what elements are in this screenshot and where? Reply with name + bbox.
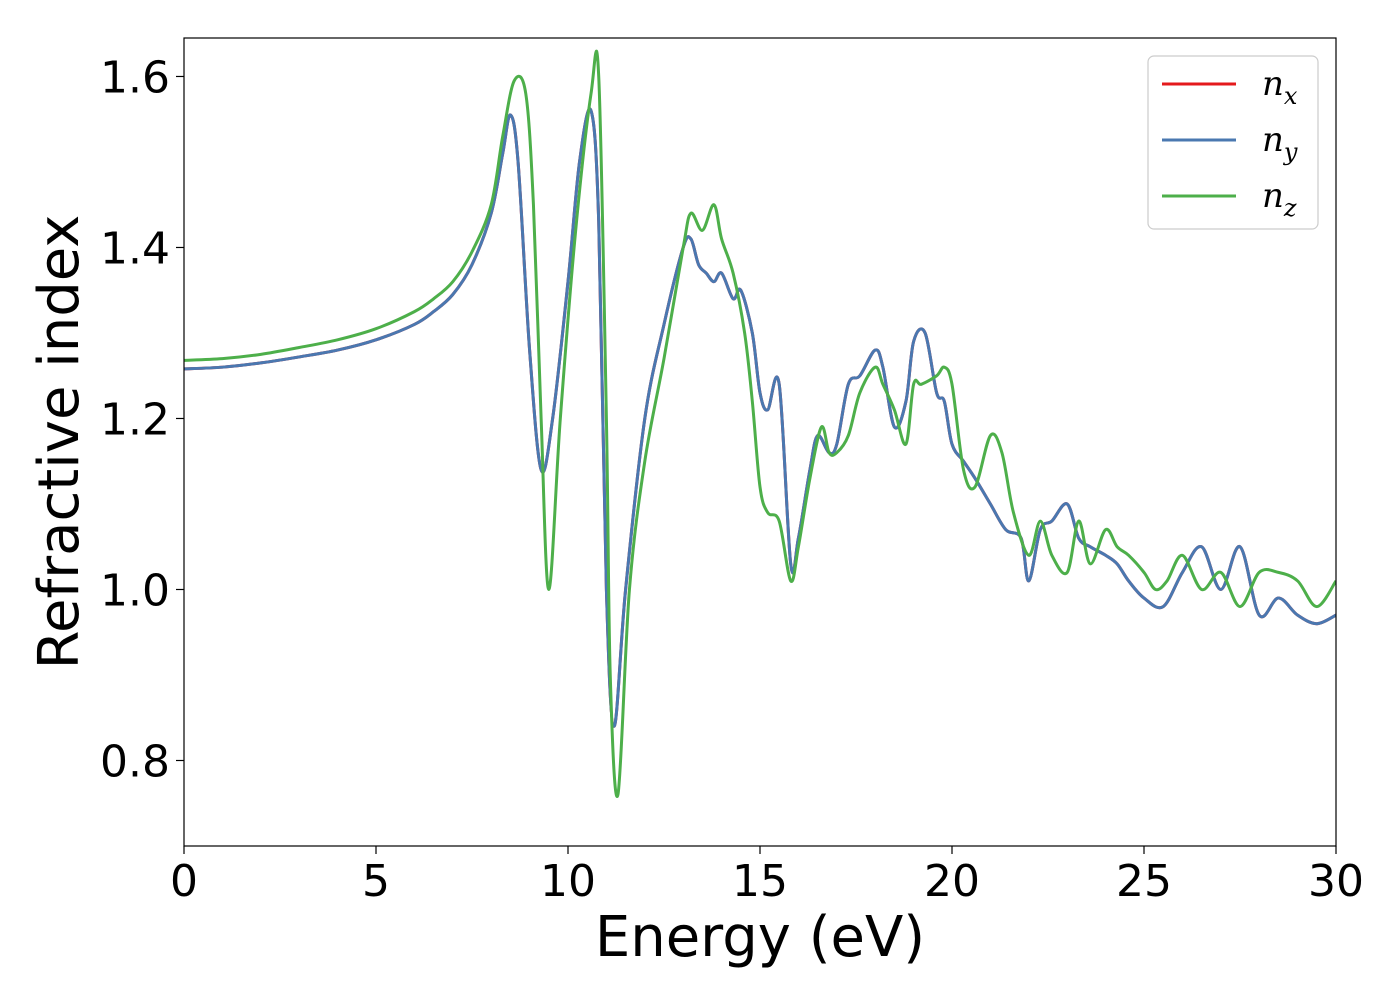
y-tick-label: 0.8 [100, 736, 170, 787]
y-tick-label: 1.6 [100, 52, 170, 103]
legend-box [1147, 55, 1319, 230]
x-tick-label: 30 [1308, 856, 1364, 907]
x-tick-label: 0 [170, 856, 198, 907]
x-tick-label: 5 [362, 856, 390, 907]
x-tick-label: 10 [540, 856, 596, 907]
legend-label-ny: ny [1262, 120, 1298, 166]
y-tick-label: 1.4 [100, 223, 170, 274]
series-line-ny [184, 107, 1336, 728]
y-tick-label: 1.0 [100, 565, 170, 616]
series-line-nz [184, 49, 1336, 799]
y-axis: 0.8 1.0 1.2 1.4 1.6 [100, 52, 184, 787]
x-tick-label: 15 [732, 856, 788, 907]
y-axis-title: Refractive index [27, 215, 92, 670]
y-tick-label: 1.2 [100, 394, 170, 445]
x-axis: 0 5 10 15 20 25 30 [170, 846, 1364, 907]
series-layer [184, 49, 1336, 799]
legend-label-nx: nx [1262, 64, 1298, 110]
x-tick-label: 25 [1116, 856, 1172, 907]
x-tick-label: 20 [924, 856, 980, 907]
x-axis-title: Energy (eV) [595, 905, 925, 970]
